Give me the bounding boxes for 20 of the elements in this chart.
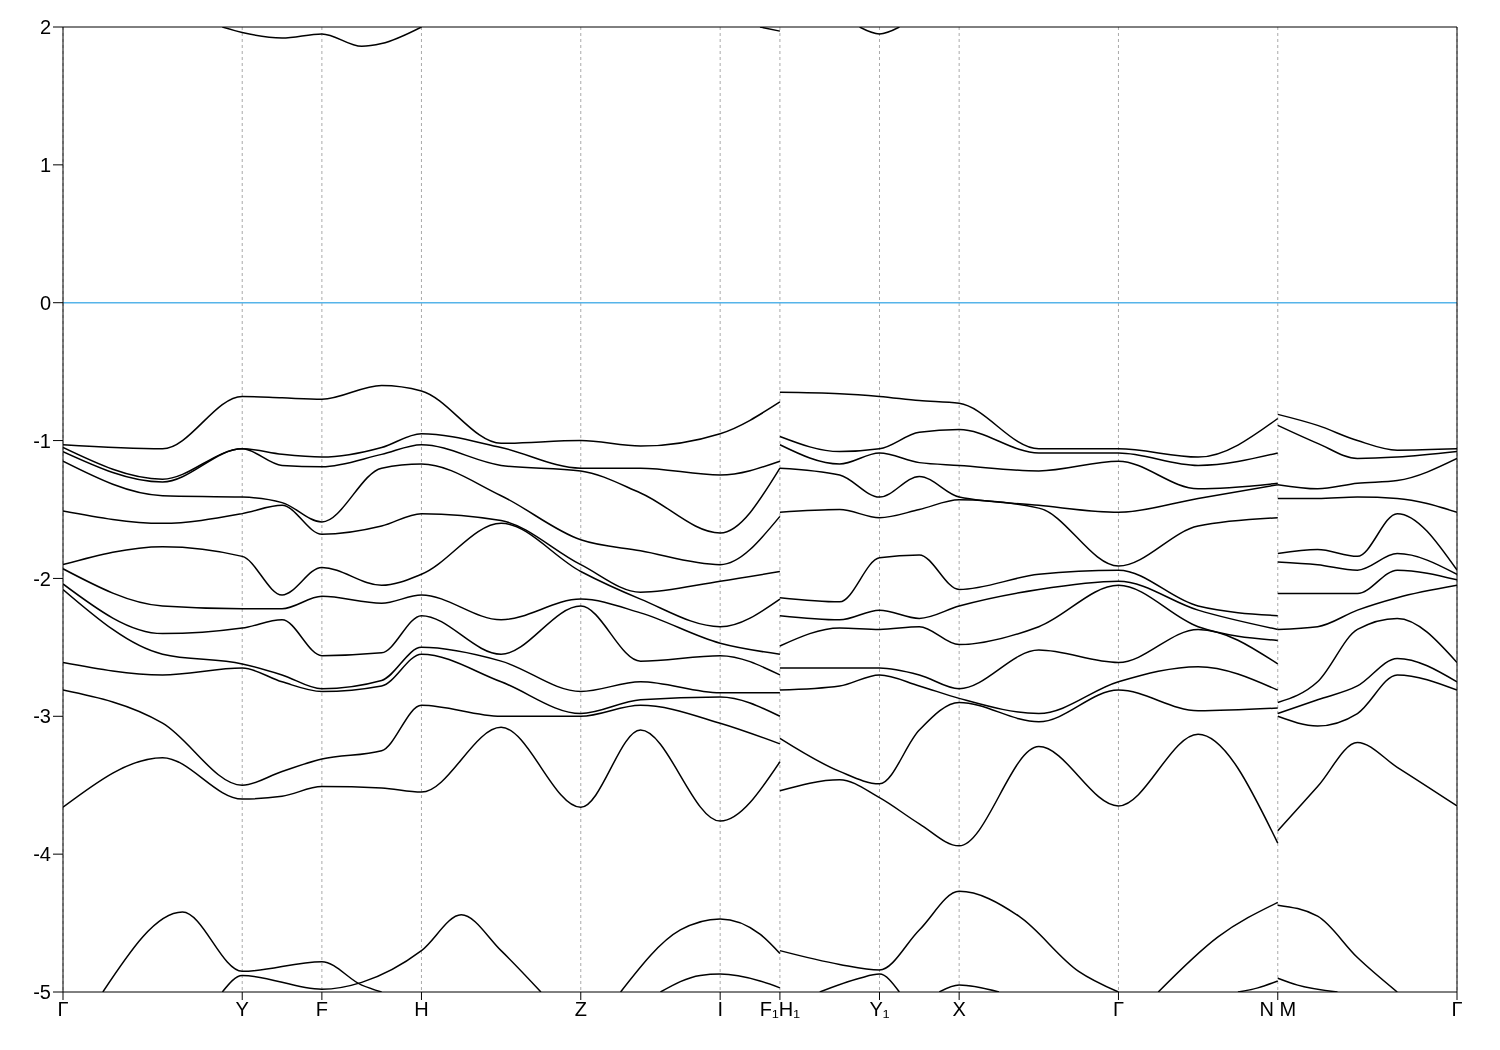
x-tick-label: F [315, 998, 328, 1021]
x-tick-label: Z [574, 998, 587, 1021]
x-tick-label: N M [1259, 998, 1297, 1021]
x-tick-label: Γ [1112, 998, 1124, 1021]
y-tick-label: 1 [39, 153, 51, 176]
x-tick-label: H [414, 998, 429, 1021]
y-tick-label: -2 [33, 567, 51, 590]
y-tick-label: 0 [39, 291, 51, 314]
x-tick-label: I [717, 998, 723, 1021]
x-tick-label: Γ [1451, 998, 1463, 1021]
y-tick-label: -5 [33, 981, 51, 1004]
x-tick-label: F₁H₁ [759, 998, 801, 1021]
x-tick-label: Y₁ [869, 998, 890, 1021]
y-tick-label: -4 [33, 843, 51, 866]
x-tick-label: Y [235, 998, 249, 1021]
y-tick-label: -3 [33, 705, 51, 728]
y-tick-label: 2 [39, 16, 51, 39]
y-tick-label: -1 [33, 429, 51, 452]
x-tick-label: Γ [57, 998, 69, 1021]
x-tick-label: X [952, 998, 966, 1021]
